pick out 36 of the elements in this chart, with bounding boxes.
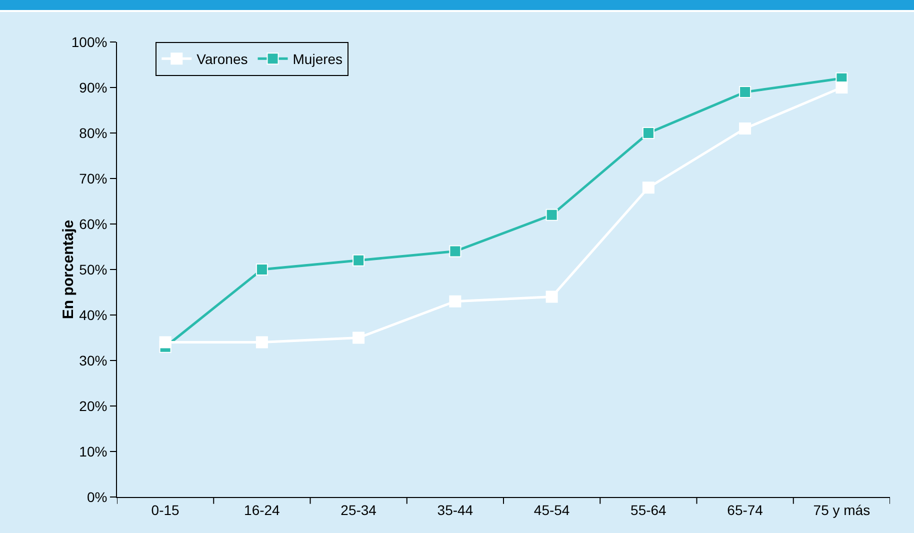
point	[449, 245, 462, 258]
y-tick-label: 20%	[79, 398, 108, 414]
x-tick-label: 45-54	[534, 502, 570, 518]
x-tick-label: 16-24	[244, 502, 280, 518]
point	[642, 182, 654, 194]
y-tick-label: 30%	[79, 352, 108, 368]
x-tick-label: 25-34	[340, 502, 377, 518]
x-tick-label: 65-74	[727, 502, 764, 518]
legend-label: Mujeres	[292, 51, 343, 68]
y-tick-label: 50%	[79, 261, 108, 278]
y-tick-label: 60%	[79, 216, 108, 232]
y-tick-label: 70%	[79, 170, 108, 186]
point	[256, 336, 268, 348]
y-tick-label: 40%	[79, 306, 108, 323]
point	[739, 86, 752, 98]
point	[546, 208, 558, 221]
y-tick-label: 10%	[79, 443, 108, 460]
x-tick-label: 0-15	[151, 502, 180, 518]
y-tick-label: 90%	[79, 79, 108, 96]
point	[739, 122, 752, 134]
point	[546, 290, 558, 303]
legend-label: Varones	[196, 51, 248, 68]
point	[642, 127, 654, 139]
x-tick-label: 35-44	[437, 502, 474, 518]
point	[352, 332, 365, 344]
x-tick-label: 55-64	[630, 502, 667, 518]
point	[159, 336, 172, 348]
point	[449, 295, 462, 308]
point	[256, 264, 268, 276]
y-tick-label: 80%	[79, 124, 108, 141]
y-tick-label: 0%	[86, 488, 108, 505]
point	[836, 82, 848, 94]
point	[352, 254, 365, 266]
y-tick-label: 100%	[71, 34, 108, 50]
x-tick-label: 75 y más	[813, 502, 870, 518]
y-axis-title: En porcentaje	[60, 220, 78, 320]
